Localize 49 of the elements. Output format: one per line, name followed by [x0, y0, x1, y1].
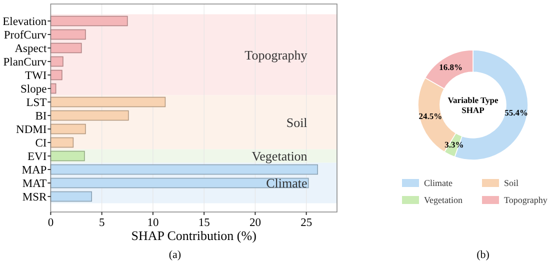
- x-tick-label: 10: [147, 217, 159, 229]
- bar: [50, 124, 86, 134]
- bar: [50, 110, 129, 121]
- y-tick-label: MSR: [22, 192, 48, 204]
- data-label: 24.5%: [418, 111, 442, 122]
- y-tick-label: BI: [35, 110, 47, 123]
- y-tick-label: NDMI: [16, 124, 47, 136]
- y-tick-label: Slope: [20, 84, 47, 96]
- bar: [50, 70, 62, 80]
- bar: [50, 42, 82, 54]
- x-tick-label: 25: [300, 217, 312, 229]
- bar: [50, 164, 318, 175]
- legend-label: Soil: [504, 178, 520, 188]
- x-tick-label: 0: [48, 217, 54, 229]
- y-tick-label: PlanCurv: [3, 56, 47, 69]
- y-tick-label: TWI: [24, 70, 47, 82]
- legend-label: Topography: [504, 195, 548, 206]
- text: (a): [168, 249, 182, 261]
- bar: [50, 16, 128, 26]
- text: (b): [476, 249, 490, 261]
- y-tick-label: EVI: [28, 151, 47, 164]
- y-tick-label: Elevation: [2, 16, 47, 28]
- y-tick-label: ProfCurv: [4, 30, 47, 42]
- x-tick-label: 20: [249, 217, 262, 229]
- x-tick-label: 15: [198, 217, 210, 229]
- band-label: Climate: [266, 176, 308, 191]
- bar: [50, 56, 64, 67]
- band-label: Soil: [286, 114, 308, 130]
- y-tick-label: LST: [26, 97, 47, 110]
- y-tick-label: Aspect: [14, 43, 48, 56]
- bar: [50, 29, 86, 40]
- band-label: Vegetation: [252, 148, 308, 164]
- y-tick-label: MAP: [22, 164, 47, 177]
- data-label: 16.8%: [439, 62, 463, 72]
- x-tick-label: 5: [98, 217, 105, 229]
- y-tick-label: MAT: [22, 178, 47, 190]
- band-label: Topography: [244, 47, 308, 62]
- bar: [50, 137, 74, 148]
- legend-label: Vegetation: [424, 195, 463, 206]
- y-tick-label: CI: [35, 138, 47, 150]
- x-axis-title: SHAP Contribution (%): [131, 228, 256, 243]
- data-label: 55.4%: [504, 107, 528, 118]
- legend-label: Climate: [424, 178, 452, 188]
- bar: [50, 178, 309, 188]
- bar: [50, 96, 166, 108]
- text: Variable Type SHAP: [448, 94, 499, 115]
- bar: [50, 150, 85, 162]
- bar: [50, 191, 92, 202]
- data-label: 3.3%: [444, 140, 464, 150]
